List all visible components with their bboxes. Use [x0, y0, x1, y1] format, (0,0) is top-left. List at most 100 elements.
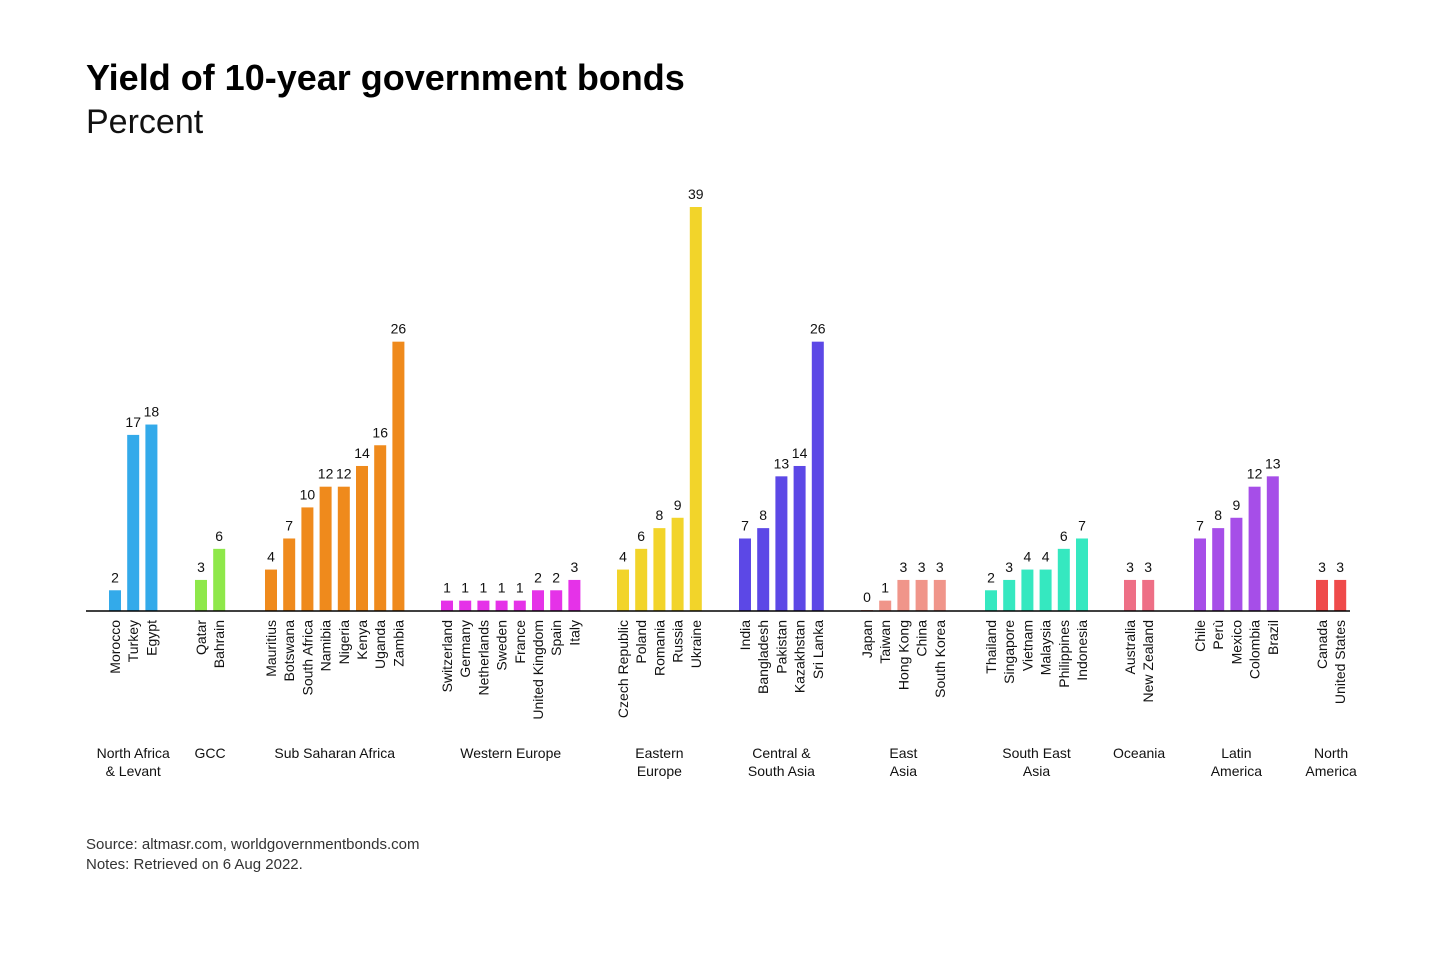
category-label: Japan	[859, 620, 875, 658]
bar-central-south-asia-1	[757, 528, 770, 611]
value-label: 1	[498, 580, 506, 596]
value-label: 9	[1233, 497, 1241, 513]
value-label: 26	[391, 321, 407, 337]
group-label-latin-america: Latin America	[1211, 745, 1263, 779]
group-label-central-south-asia: Central & South Asia	[748, 745, 815, 779]
bar-central-south-asia-0	[739, 538, 751, 611]
source-note: Source: altmasr.com, worldgovernmentbond…	[86, 836, 419, 853]
bar-eastern-europe-2	[653, 528, 666, 611]
bar-sub-saharan-africa-1	[283, 538, 296, 611]
value-label: 8	[1214, 507, 1222, 523]
category-label: Netherlands	[475, 620, 491, 696]
value-label: 4	[267, 549, 275, 565]
category-label: Spain	[548, 620, 564, 656]
bar-oceania-1	[1142, 579, 1155, 611]
group-label-gcc: GCC	[195, 745, 226, 761]
value-label: 3	[936, 559, 944, 575]
bar-sub-saharan-africa-6	[374, 445, 387, 611]
bar-eastern-europe-3	[671, 517, 684, 611]
category-label: Brazil	[1265, 620, 1281, 655]
bar-western-europe-2	[477, 600, 490, 611]
value-label: 13	[1265, 455, 1281, 471]
value-label: 14	[792, 445, 808, 461]
bar-north-africa-levant-2	[145, 424, 158, 611]
category-label: Turkey	[125, 620, 141, 662]
value-label: 7	[741, 517, 749, 533]
category-label: South Korea	[932, 620, 948, 698]
bar-eastern-europe-0	[617, 569, 629, 611]
bar-western-europe-4	[513, 600, 526, 611]
bar-east-asia-3	[915, 579, 928, 611]
value-label: 16	[372, 424, 388, 440]
category-label: Morocco	[107, 620, 123, 674]
bar-north-africa-levant-0	[109, 590, 121, 611]
bar-central-south-asia-3	[793, 465, 806, 611]
group-label-south-east-asia: South East Asia	[1002, 745, 1071, 779]
group-label-north-america: North America	[1305, 745, 1357, 779]
bar-latin-america-1	[1212, 528, 1225, 611]
category-label: Botswana	[281, 620, 297, 682]
category-label: Bangladesh	[755, 620, 771, 694]
bar-western-europe-0	[441, 600, 453, 611]
category-label: Qatar	[193, 620, 209, 655]
value-label: 1	[443, 580, 451, 596]
category-label: Russia	[670, 620, 686, 663]
chart-subtitle: Percent	[86, 103, 204, 141]
value-label: 10	[300, 486, 316, 502]
value-label: 1	[461, 580, 469, 596]
bar-south-east-asia-0	[985, 590, 997, 611]
value-label: 3	[1126, 559, 1134, 575]
bar-north-america-0	[1316, 579, 1328, 611]
value-label: 1	[881, 580, 889, 596]
category-label: Ukraine	[688, 620, 704, 668]
value-label: 2	[111, 569, 119, 585]
group-label-oceania: Oceania	[1113, 745, 1165, 761]
category-label: New Zealand	[1140, 620, 1156, 703]
value-label: 6	[215, 528, 223, 544]
chart-title: Yield of 10-year government bonds	[86, 57, 685, 98]
bar-eastern-europe-4	[689, 207, 702, 611]
category-label: Switzerland	[439, 620, 455, 692]
value-label: 0	[863, 589, 871, 605]
value-label: 17	[125, 414, 141, 430]
category-label: Zambia	[390, 620, 406, 667]
bar-latin-america-2	[1230, 517, 1243, 611]
bar-south-east-asia-1	[1003, 579, 1016, 611]
bar-sub-saharan-africa-3	[319, 486, 332, 611]
category-label: Vietnam	[1019, 620, 1035, 671]
value-label: 2	[987, 569, 995, 585]
bar-gcc-1	[213, 548, 226, 611]
category-label: Perù	[1210, 620, 1226, 650]
bar-south-east-asia-5	[1076, 538, 1088, 611]
bar-western-europe-3	[495, 600, 508, 611]
value-label: 6	[1060, 528, 1068, 544]
category-label: Mexico	[1228, 620, 1244, 665]
category-label: India	[737, 620, 753, 651]
value-label: 7	[1196, 517, 1204, 533]
value-label: 3	[571, 559, 579, 575]
category-label: Pakistan	[773, 620, 789, 674]
bar-sub-saharan-africa-7	[392, 341, 405, 611]
category-label: Colombia	[1247, 620, 1263, 679]
category-label: Philippines	[1056, 620, 1072, 688]
group-label-sub-saharan-africa: Sub Saharan Africa	[274, 745, 395, 761]
group-label-north-africa-levant: North Africa & Levant	[97, 745, 170, 779]
value-label: 3	[1336, 559, 1344, 575]
bar-north-africa-levant-1	[127, 434, 140, 611]
value-label: 1	[516, 580, 524, 596]
value-label: 7	[1078, 517, 1086, 533]
bar-western-europe-7	[568, 579, 581, 611]
category-label: Canada	[1314, 620, 1330, 669]
bar-south-east-asia-3	[1039, 569, 1052, 611]
category-label: South Africa	[299, 620, 315, 696]
group-label-east-asia: East Asia	[889, 745, 917, 779]
value-label: 13	[774, 455, 790, 471]
category-label: Poland	[633, 620, 649, 664]
category-label: Egypt	[143, 620, 159, 656]
value-label: 3	[1005, 559, 1013, 575]
value-label: 18	[144, 404, 160, 420]
value-label: 12	[318, 466, 334, 482]
bar-western-europe-5	[532, 590, 544, 611]
bar-south-east-asia-2	[1021, 569, 1034, 611]
category-label: Romania	[651, 620, 667, 676]
